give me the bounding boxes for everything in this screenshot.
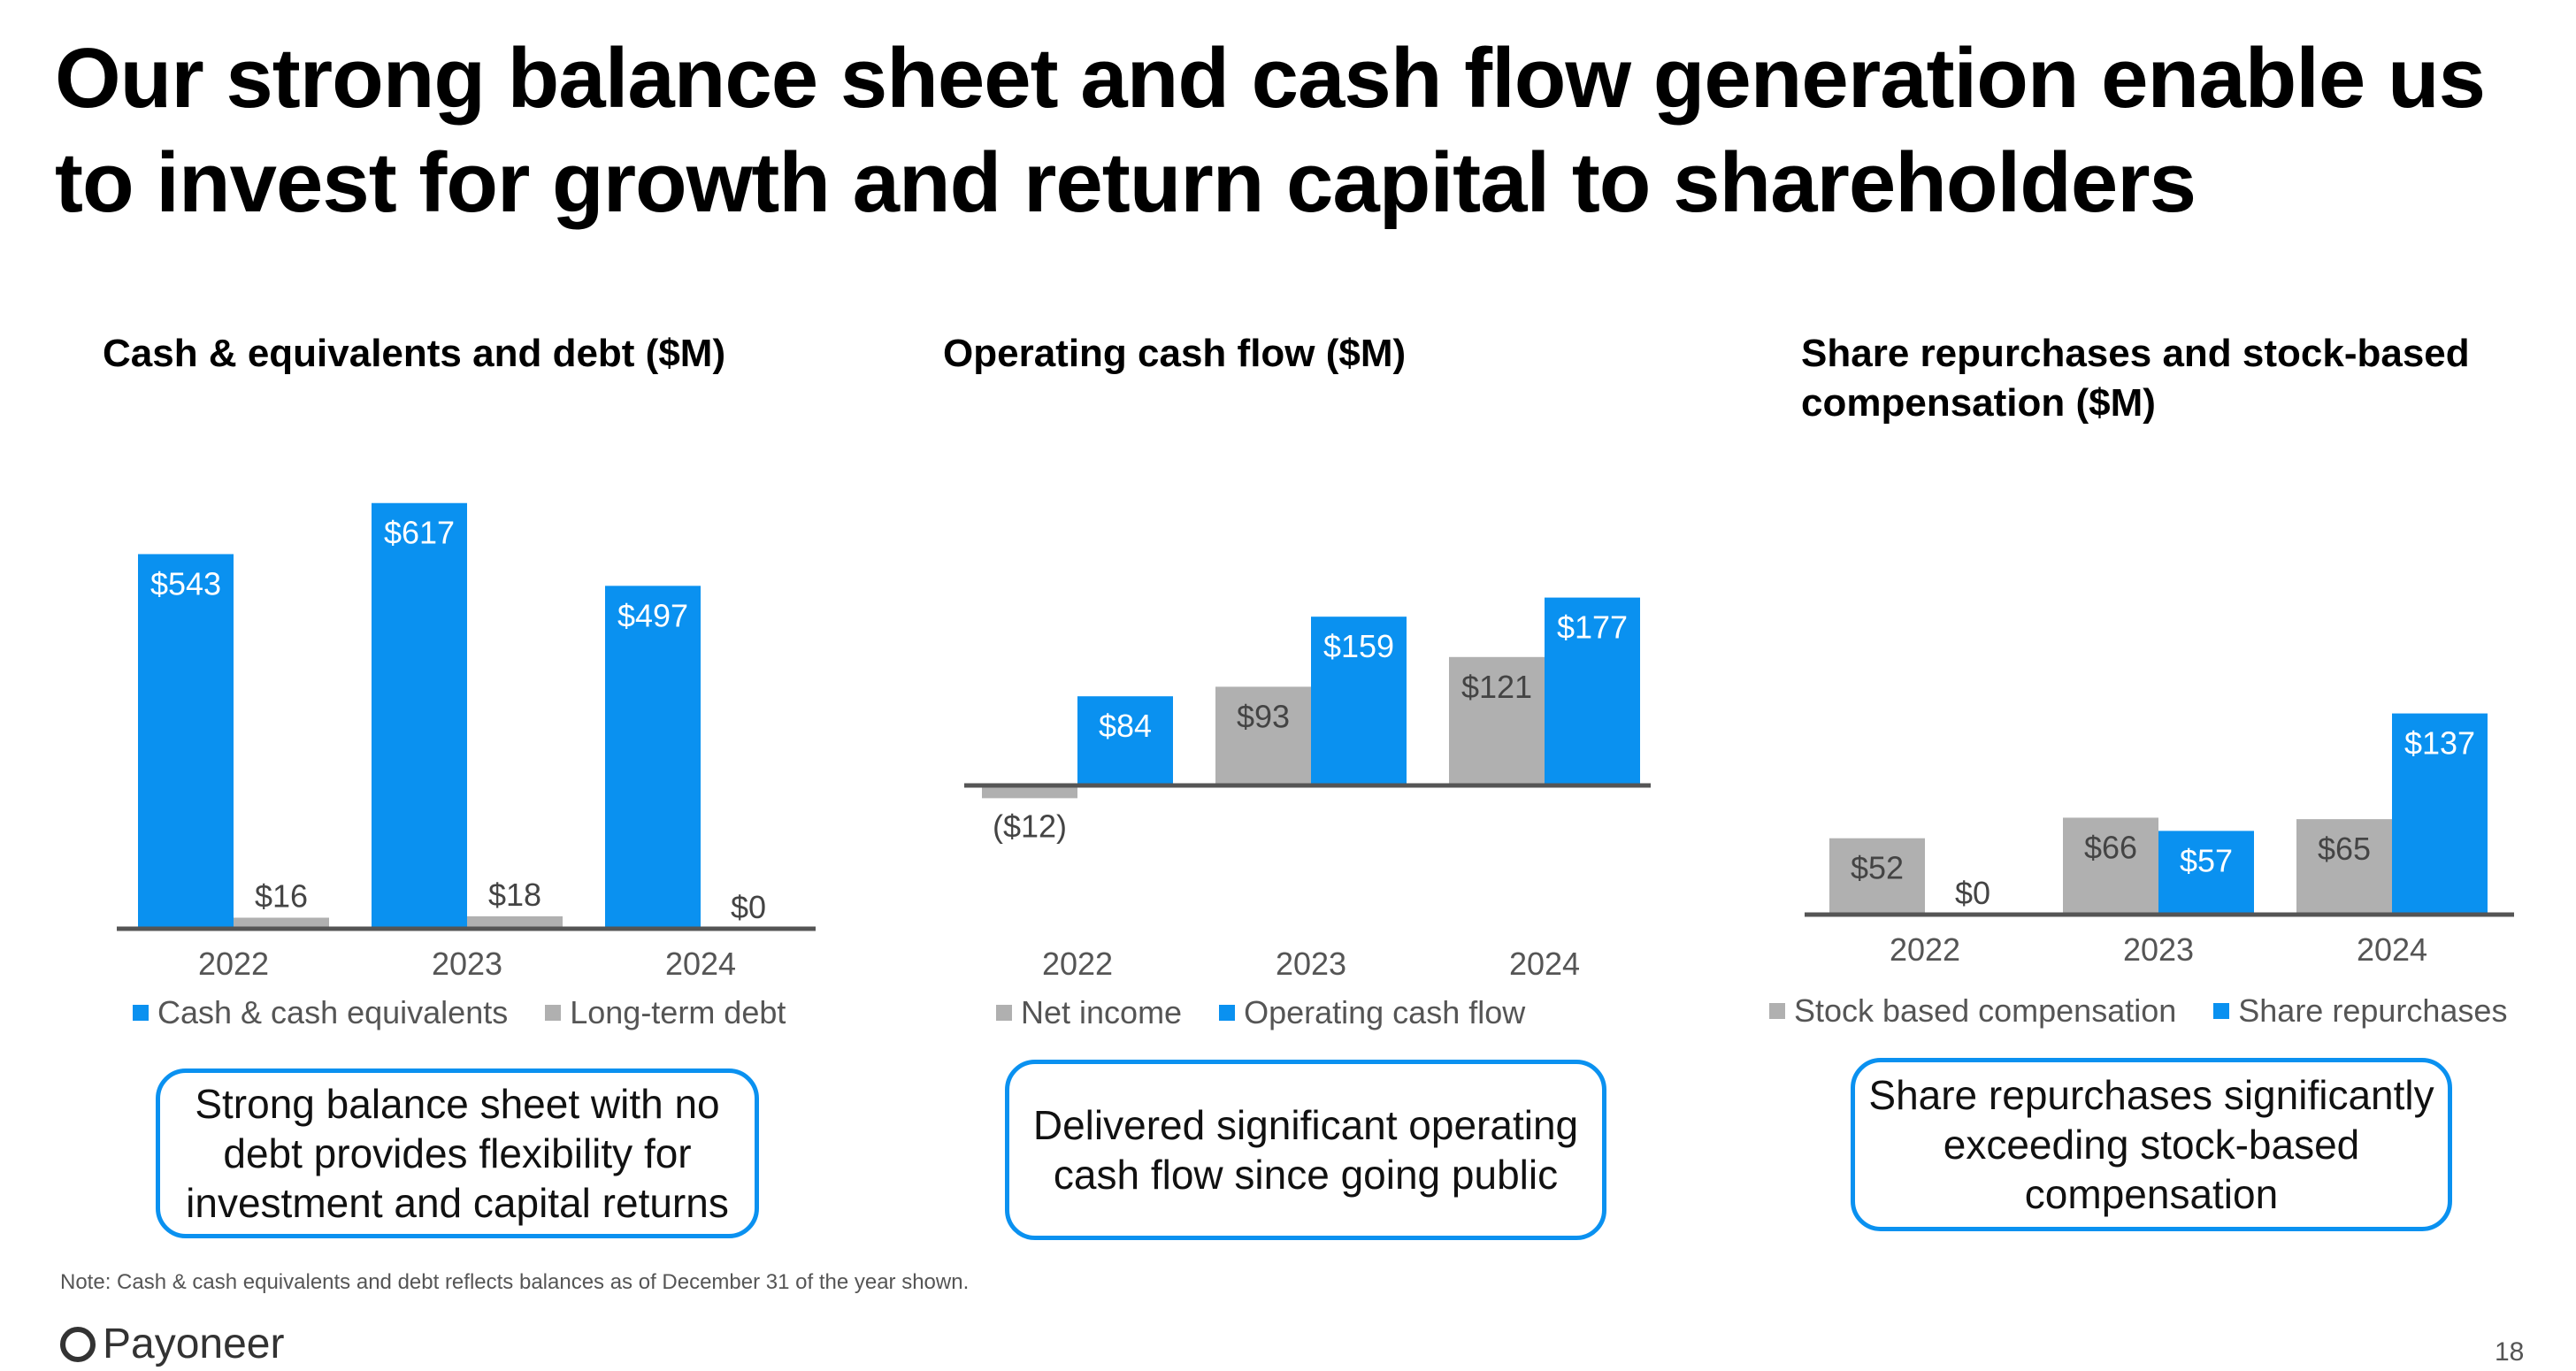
bar-label-1-1-1: $159 xyxy=(1323,628,1394,664)
x-tick-label-1-0: 2022 xyxy=(1042,946,1113,982)
callout-share-repurchases: Share repurchases significantly exceedin… xyxy=(1851,1058,2452,1231)
bar-2-0-0 xyxy=(1829,838,1925,915)
bar-0-1-1 xyxy=(467,915,563,929)
callout-operating-cash-flow: Delivered significant operating cash flo… xyxy=(1005,1060,1606,1240)
chart-2-title-line-1: Operating cash flow ($M) xyxy=(943,332,1407,375)
legend-swatch-sbc xyxy=(1769,1003,1785,1019)
legend-swatch-ocf xyxy=(1219,1005,1236,1021)
bar-label-1-1-2: $177 xyxy=(1557,609,1628,646)
bar-0-0-0 xyxy=(138,554,234,929)
chart-3-title: Share repurchases and stock-based compen… xyxy=(1801,329,2470,428)
cash-debt-chart: $543 $16 2022 $617 $18 2023 $497 $0 2024 xyxy=(117,502,816,982)
bar-label-0-1-1: $18 xyxy=(488,877,541,913)
x-tick-label-2-2: 2024 xyxy=(2357,931,2427,968)
legend-item-sbc: Stock based compensation xyxy=(1769,992,2176,1030)
bar-label-1-1-0: $84 xyxy=(1099,708,1152,744)
bar-label-0-1-0: $16 xyxy=(255,878,308,915)
legend-label-debt: Long-term debt xyxy=(570,994,786,1030)
x-tick-label-2-1: 2023 xyxy=(2123,931,2194,968)
bar-label-2-0-2: $65 xyxy=(2318,831,2371,867)
bar-label-2-1-1: $57 xyxy=(2180,842,2233,878)
chart-2-title: Operating cash flow ($M) xyxy=(943,329,1406,379)
bar-label-1-0-2: $121 xyxy=(1461,669,1532,705)
x-tick-label-1-1: 2023 xyxy=(1276,946,1346,982)
bar-1-1-1 xyxy=(1311,617,1407,785)
legend-label-repurchases: Share repurchases xyxy=(2238,992,2508,1029)
x-tick-label-2-0: 2022 xyxy=(1890,931,1960,968)
bar-label-0-0-2: $497 xyxy=(617,597,688,633)
bar-label-1-0-1: $93 xyxy=(1237,698,1290,734)
callout-2-line-1: Delivered significant operating xyxy=(1032,1102,1579,1148)
bar-1-0-1 xyxy=(1215,686,1311,785)
legend-swatch-cash xyxy=(133,1005,149,1021)
page-number: 18 xyxy=(2495,1337,2525,1367)
logo-ring-icon xyxy=(60,1326,96,1362)
callout-3-line-1: Share repurchases significantly xyxy=(1868,1072,2434,1118)
legend-label-cash: Cash & cash equivalents xyxy=(157,994,509,1030)
chart-3-legend: Stock based compensation Share repurchas… xyxy=(1769,992,2544,1030)
legend-item-cash: Cash & cash equivalents xyxy=(133,994,508,1031)
legend-swatch-repurchases xyxy=(2213,1003,2230,1019)
chart-1-title-line-1: Cash & equivalents and debt ($M) xyxy=(103,332,726,375)
legend-item-repurchases: Share repurchases xyxy=(2213,992,2507,1030)
slide-title-line-1: Our strong balance sheet and cash flow g… xyxy=(55,31,2486,126)
bar-0-1-0 xyxy=(234,917,329,929)
callout-1-line-1: Strong balance sheet with no xyxy=(195,1081,720,1127)
chart-3-title-line-2: compensation ($M) xyxy=(1801,381,2156,425)
legend-swatch-debt xyxy=(545,1005,562,1021)
callout-3-line-2: exceeding stock-based xyxy=(1943,1122,2360,1168)
bar-1-0-0 xyxy=(982,785,1077,799)
x-tick-label-0-1: 2023 xyxy=(432,946,502,982)
share-repurchase-chart: $52 $0 2022 $66 $57 2023 $65 $137 2024 xyxy=(1805,713,2514,968)
bar-0-0-2 xyxy=(605,586,701,929)
slide-title: Our strong balance sheet and cash flow g… xyxy=(55,27,2532,235)
bar-2-0-2 xyxy=(2296,819,2392,915)
bar-label-2-1-2: $137 xyxy=(2404,725,2475,762)
bar-2-0-1 xyxy=(2063,817,2158,915)
bar-label-2-1-0: $0 xyxy=(1955,875,1990,911)
legend-item-ocf: Operating cash flow xyxy=(1219,994,1525,1031)
legend-swatch-net-income xyxy=(996,1005,1012,1021)
bar-2-1-2 xyxy=(2392,713,2488,915)
bar-label-1-0-0: ($12) xyxy=(993,808,1067,844)
bar-label-0-1-2: $0 xyxy=(731,889,766,925)
slide-title-line-2: to invest for growth and return capital … xyxy=(55,135,2196,230)
footnote: Note: Cash & cash equivalents and debt r… xyxy=(60,1270,970,1294)
bar-label-2-0-1: $66 xyxy=(2084,829,2137,865)
x-tick-label-0-2: 2024 xyxy=(665,946,736,982)
logo-text: Payoneer xyxy=(103,1321,285,1367)
legend-label-sbc: Stock based compensation xyxy=(1794,992,2177,1029)
x-tick-label-1-2: 2024 xyxy=(1509,946,1580,982)
callout-balance-sheet: Strong balance sheet with no debt provid… xyxy=(156,1068,759,1238)
operating-cash-flow-chart: ($12) $84 2022 $93 $159 2023 $121 $177 2024 xyxy=(964,597,1651,982)
bar-1-0-2 xyxy=(1449,656,1545,785)
chart-1-legend: Cash & cash equivalents Long-term debt xyxy=(133,994,823,1031)
bar-label-2-0-0: $52 xyxy=(1851,850,1904,886)
chart-1-title: Cash & equivalents and debt ($M) xyxy=(103,329,725,379)
bar-0-0-1 xyxy=(372,502,467,929)
bar-2-1-1 xyxy=(2158,831,2254,915)
legend-label-ocf: Operating cash flow xyxy=(1244,994,1526,1030)
bar-1-1-0 xyxy=(1077,696,1173,785)
legend-item-debt: Long-term debt xyxy=(545,994,786,1031)
bar-label-0-0-0: $543 xyxy=(150,565,221,601)
chart-3-title-line-1: Share repurchases and stock-based xyxy=(1801,332,2470,375)
chart-2-legend: Net income Operating cash flow xyxy=(996,994,1562,1031)
callout-1-line-2: debt provides flexibility for xyxy=(223,1130,692,1176)
callout-1-line-3: investment and capital returns xyxy=(186,1180,729,1226)
callout-3-line-3: compensation xyxy=(2024,1171,2279,1217)
bar-label-0-0-1: $617 xyxy=(384,515,455,551)
x-tick-label-0-0: 2022 xyxy=(198,946,269,982)
payoneer-logo: Payoneer xyxy=(60,1320,284,1368)
legend-item-net-income: Net income xyxy=(996,994,1182,1031)
callout-2-line-2: cash flow since going public xyxy=(1053,1152,1559,1198)
bar-1-1-2 xyxy=(1545,597,1640,785)
legend-label-net-income: Net income xyxy=(1021,994,1183,1030)
